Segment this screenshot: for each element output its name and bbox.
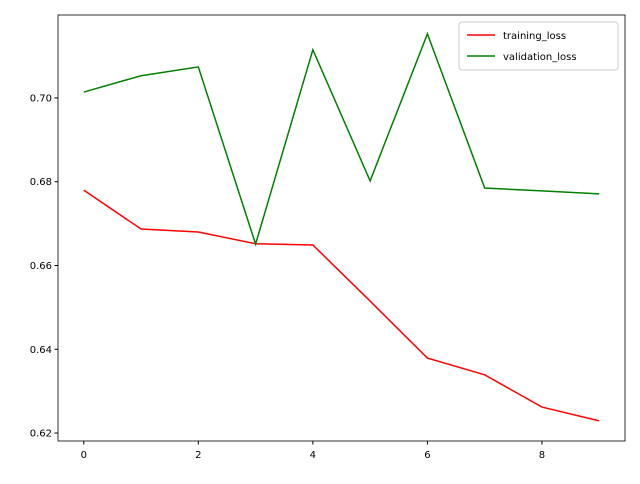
legend-label: training_loss: [503, 31, 566, 42]
y-tick-label: 0.70: [30, 93, 52, 104]
legend-box: [458, 21, 619, 71]
x-tick-label: 4: [310, 450, 316, 461]
legend-label: validation_loss: [503, 52, 577, 63]
x-tick-label: 8: [539, 450, 545, 461]
line-series: [83, 31, 600, 247]
x-tick-label: 0: [81, 450, 87, 461]
y-tick-label: 0.68: [30, 177, 52, 188]
line-series: [83, 189, 600, 422]
x-tick-label: 2: [195, 450, 201, 461]
plot-frame: [57, 14, 626, 442]
y-tick-label: 0.62: [30, 429, 52, 440]
x-tick-label: 6: [424, 450, 430, 461]
y-tick-label: 0.64: [30, 345, 52, 356]
y-tick-label: 0.66: [30, 261, 52, 272]
